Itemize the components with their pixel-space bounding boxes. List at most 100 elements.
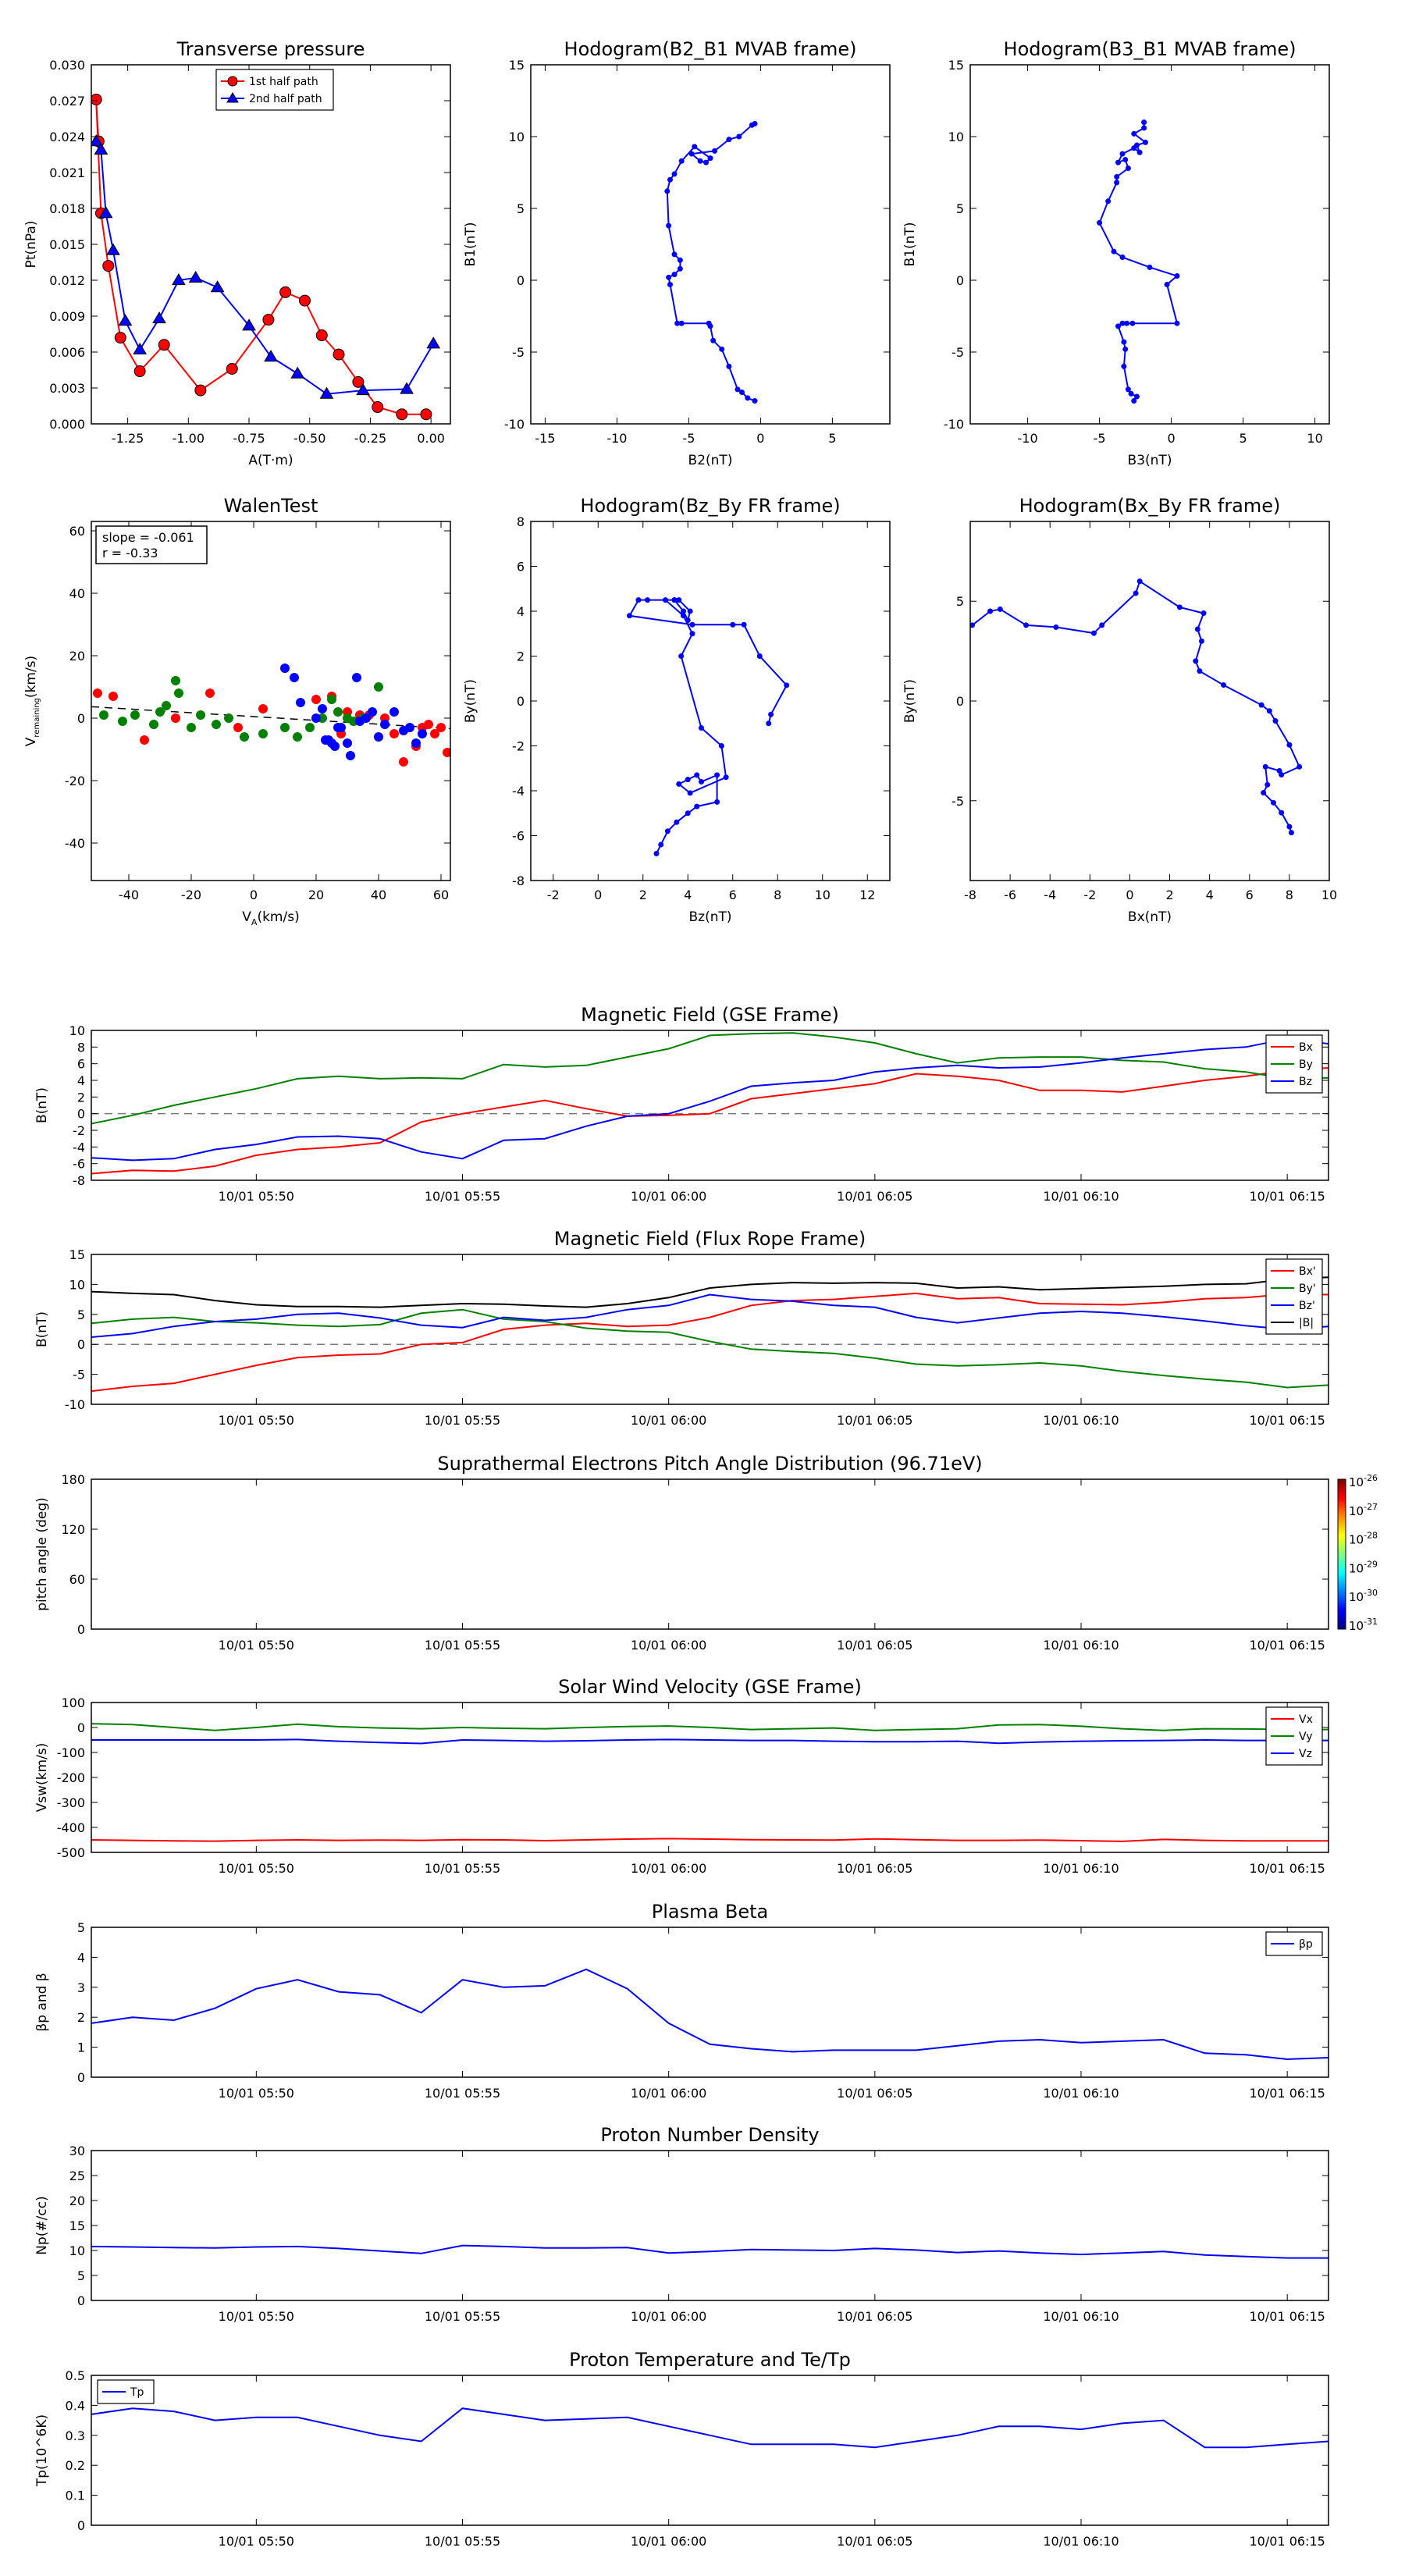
data-point	[91, 134, 104, 147]
data-point	[678, 653, 685, 659]
x-tick-label: 10/01 06:10	[1043, 2086, 1119, 2101]
plot-data-group	[91, 2244, 1329, 2259]
data-point	[768, 711, 774, 717]
y-tick-label: 0.009	[49, 309, 85, 324]
chart-title: Magnetic Field (Flux Rope Frame)	[554, 1228, 866, 1250]
data-point	[1279, 772, 1285, 778]
y-tick-label: 180	[61, 1472, 85, 1487]
data-point	[987, 608, 994, 614]
scatter-point	[205, 688, 215, 698]
scatter-point	[162, 701, 171, 710]
data-point	[1264, 781, 1271, 788]
chart-panel-7: Magnetic Field (Flux Rope Frame) -10 -5 0 5 1…	[34, 1228, 1329, 1428]
legend-label: Bx'	[1299, 1265, 1316, 1278]
data-point	[730, 621, 736, 628]
scatter-point	[293, 732, 302, 742]
data-point	[1090, 630, 1097, 636]
data-point	[1288, 830, 1294, 836]
data-point	[1266, 708, 1272, 714]
x-tick-label: 2	[1165, 888, 1173, 902]
data-point	[688, 151, 695, 157]
colorbar-tick-exponent: -31	[1364, 1617, 1378, 1627]
data-point	[726, 363, 732, 369]
data-point	[689, 631, 695, 637]
y-tick-label: 120	[61, 1522, 85, 1537]
y-tick-label: 20	[69, 2194, 85, 2208]
scatter-point	[99, 710, 108, 720]
chart-panel-8: Suprathermal Electrons Pitch Angle Distr…	[34, 1453, 1378, 1653]
y-tick-label: 25	[69, 2169, 85, 2183]
x-tick-label: 6	[1246, 888, 1254, 902]
y-axis-label: B(nT)	[34, 1087, 50, 1123]
data-point	[664, 828, 670, 834]
y-tick-label: 0.5	[66, 2368, 85, 2383]
data-point	[706, 320, 712, 326]
x-tick-label: -8	[964, 888, 976, 902]
scatter-point	[411, 738, 421, 748]
data-point	[1193, 658, 1199, 664]
x-tick-label: -15	[535, 431, 555, 446]
plot-frame	[91, 1478, 1329, 1630]
x-tick-label: 12	[859, 888, 875, 902]
y-tick-label: 0	[77, 1622, 85, 1637]
x-tick-label: 10/01 05:55	[425, 2534, 500, 2549]
scatter-point	[174, 688, 183, 698]
x-tick-label: 10/01 06:10	[1043, 1638, 1119, 1653]
y-tick-label: -10	[65, 1397, 85, 1412]
y-axis-label: B1(nT)	[463, 222, 478, 267]
y-tick-label: 0.027	[49, 94, 85, 109]
data-point	[1114, 180, 1120, 186]
annotation-box	[95, 525, 208, 564]
y-axis-label: B(nT)	[34, 1311, 50, 1347]
legend-label: 1st half path	[249, 76, 318, 88]
data-point	[426, 336, 441, 349]
data-point	[1141, 125, 1147, 131]
y-tick-label: 10	[69, 2243, 85, 2258]
data-point	[1125, 165, 1131, 171]
y-tick-label: 10	[69, 1023, 85, 1038]
data-point	[685, 777, 691, 783]
data-point	[671, 251, 678, 258]
data-point	[1119, 254, 1126, 261]
data-point	[1197, 668, 1203, 674]
y-tick-label: 0.003	[49, 381, 85, 396]
plot-data-group	[91, 1723, 1329, 1842]
colorbar-tick-exponent: -30	[1364, 1588, 1378, 1598]
x-axis-label-rest: (km/s)	[257, 909, 299, 925]
scatter-point	[405, 723, 414, 732]
y-tick-label: 15	[509, 58, 525, 73]
scatter-point	[187, 723, 196, 732]
x-tick-label: -0.75	[233, 431, 265, 446]
series-line	[91, 1838, 1329, 1842]
y-tick-label: 0	[77, 2293, 85, 2308]
x-tick-label: 0	[1126, 888, 1133, 902]
data-point	[1122, 156, 1129, 162]
y-tick-label: 4	[77, 1950, 85, 1965]
x-tick-label: 10/01 06:10	[1043, 1861, 1119, 1876]
y-tick-label: -100	[57, 1745, 85, 1760]
x-tick-label: 10/01 05:50	[219, 2309, 294, 2324]
y-tick-label: 0.1	[66, 2489, 85, 2503]
y-axis-label: Pt(nPa)	[23, 221, 39, 269]
data-point	[1198, 638, 1204, 644]
y-tick-label: -5	[73, 1368, 85, 1382]
data-point	[1164, 282, 1170, 288]
scatter-point	[318, 704, 327, 713]
data-point	[697, 158, 703, 164]
plot-frame	[91, 1030, 1329, 1181]
chart-title: Transverse pressure	[176, 38, 365, 60]
data-point	[1272, 718, 1279, 724]
data-point	[114, 332, 126, 344]
data-point	[133, 365, 146, 378]
scatter-point	[171, 676, 180, 685]
scatter-point	[140, 735, 149, 745]
x-tick-label: 5	[828, 431, 836, 446]
y-tick-label: 0.015	[49, 237, 85, 252]
legend-label: Bz	[1299, 1076, 1312, 1088]
x-tick-label: -0.50	[293, 431, 325, 446]
plot-frame	[91, 64, 451, 425]
scatter-point	[118, 717, 127, 726]
series-line	[91, 1067, 1329, 1175]
x-tick-label: -20	[181, 888, 201, 902]
legend-label: Bx	[1299, 1041, 1313, 1054]
